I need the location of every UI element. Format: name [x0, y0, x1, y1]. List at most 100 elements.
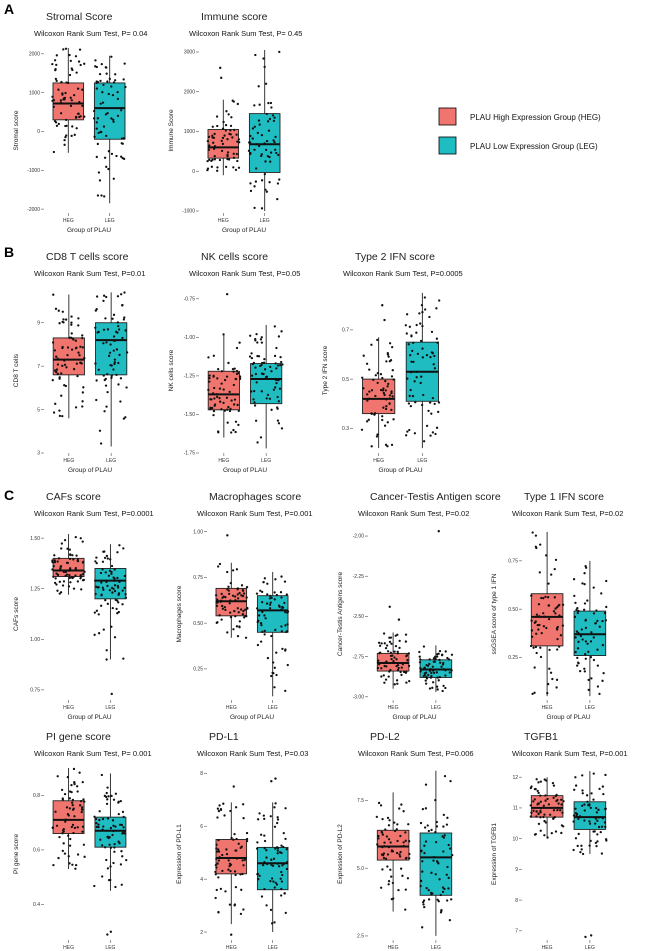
chart-subtitle: Wilcoxon Rank Sum Test, P=0.03: [197, 749, 308, 758]
data-point: [93, 884, 96, 888]
data-point: [229, 599, 232, 602]
data-point: [70, 790, 73, 794]
data-point: [590, 631, 593, 634]
data-point: [373, 413, 376, 416]
data-point: [105, 802, 109, 806]
y-axis-label: CAFs score: [13, 597, 20, 631]
data-point: [256, 841, 259, 844]
data-point: [366, 420, 369, 423]
data-point: [597, 825, 601, 829]
data-point: [98, 72, 102, 76]
data-point: [263, 834, 266, 837]
data-point: [229, 615, 233, 619]
data-point: [110, 55, 113, 58]
data-point: [215, 621, 218, 624]
box-leg: [93, 82, 126, 140]
x-tick-label: HEG: [63, 705, 74, 711]
data-point: [54, 810, 57, 813]
data-point: [232, 428, 235, 432]
y-tick-label: 2000: [184, 89, 195, 95]
data-point: [76, 790, 79, 793]
data-point: [444, 650, 447, 653]
y-tick-label: -2.50: [353, 614, 365, 620]
data-point: [266, 155, 270, 158]
data-point: [211, 136, 214, 139]
data-point: [229, 611, 232, 614]
data-point: [390, 392, 393, 395]
data-point: [405, 681, 408, 684]
data-point: [253, 125, 256, 128]
data-point: [598, 787, 601, 791]
data-point: [74, 406, 78, 409]
data-point: [215, 115, 219, 118]
data-point: [384, 443, 388, 446]
data-point: [63, 539, 67, 542]
data-point: [389, 359, 393, 362]
data-point: [418, 650, 421, 654]
data-point: [273, 686, 276, 689]
data-point: [596, 619, 599, 623]
data-point: [605, 839, 608, 842]
data-point: [386, 353, 390, 356]
data-point: [433, 367, 437, 370]
data-point: [253, 104, 256, 107]
data-point: [260, 207, 264, 210]
data-point: [243, 616, 246, 619]
data-point: [104, 377, 107, 381]
data-point: [272, 119, 276, 123]
data-point: [259, 338, 263, 341]
data-point: [111, 606, 114, 610]
chart-title: Cancer-Testis Antigen score: [370, 491, 501, 503]
data-point: [98, 429, 102, 432]
data-point: [61, 310, 64, 313]
data-point: [589, 640, 593, 643]
data-point: [542, 804, 545, 807]
data-point: [368, 368, 371, 371]
data-point: [218, 804, 221, 807]
data-point: [217, 850, 221, 853]
data-point: [408, 394, 411, 398]
data-point: [112, 798, 116, 801]
data-point: [118, 842, 121, 845]
data-point: [376, 843, 379, 846]
data-point: [104, 384, 108, 387]
data-point: [428, 662, 431, 666]
data-point: [438, 650, 442, 653]
x-tick-label: HEG: [226, 945, 237, 951]
data-point: [439, 893, 442, 897]
data-point: [261, 610, 264, 614]
data-point: [248, 355, 252, 358]
y-tick-label: 0.25: [193, 667, 203, 673]
box-leg: [94, 568, 127, 600]
data-point: [83, 570, 86, 573]
data-point: [122, 830, 126, 833]
y-tick-label: -0.75: [184, 296, 196, 302]
data-point: [57, 122, 60, 126]
data-point: [422, 899, 426, 902]
data-point: [282, 845, 285, 849]
chart-subtitle: Wilcoxon Rank Sum Test, P=0.05: [189, 269, 300, 278]
data-point: [428, 669, 432, 673]
data-point: [437, 679, 440, 682]
data-point: [425, 353, 429, 357]
data-point: [404, 633, 408, 636]
data-point: [264, 617, 267, 620]
data-point: [218, 562, 222, 566]
data-point: [407, 343, 410, 346]
data-point: [396, 682, 399, 685]
data-point: [94, 309, 97, 312]
data-point: [95, 825, 98, 829]
data-point: [234, 806, 238, 809]
data-point: [78, 771, 81, 774]
panel-label-c: C: [4, 487, 14, 503]
data-point: [216, 124, 219, 128]
data-point: [572, 848, 575, 852]
data-point: [82, 843, 86, 846]
data-point: [412, 341, 415, 344]
data-point: [60, 547, 63, 550]
x-tick-label: LEG: [431, 705, 441, 711]
data-point: [535, 613, 539, 616]
data-point: [595, 609, 598, 612]
data-point: [124, 593, 127, 596]
